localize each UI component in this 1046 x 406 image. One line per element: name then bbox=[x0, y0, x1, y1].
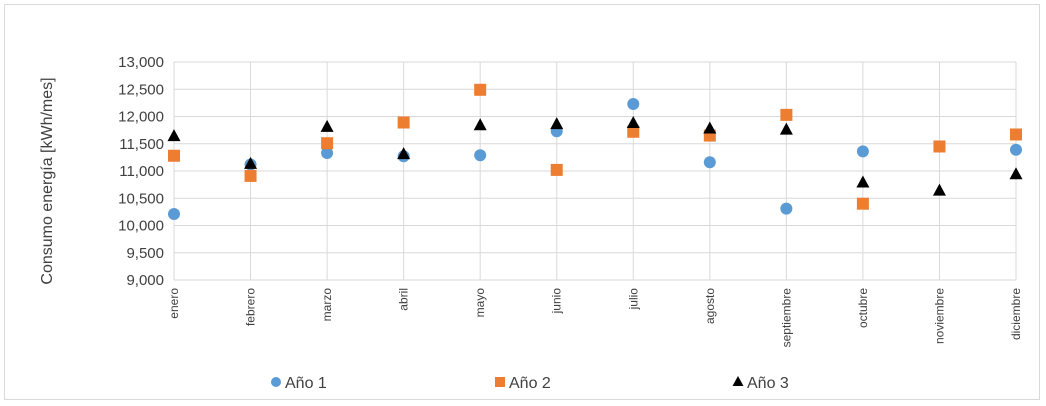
legend-square-marker bbox=[495, 377, 505, 387]
y-tick-label: 10,500 bbox=[118, 190, 164, 207]
y-tick-label: 11,500 bbox=[119, 136, 164, 153]
x-category-label: octubre bbox=[856, 288, 870, 328]
y-tick-label: 9,500 bbox=[126, 245, 164, 262]
x-category-label: noviembre bbox=[932, 288, 946, 344]
y-tick-label: 9,000 bbox=[126, 272, 164, 289]
series-2 bbox=[168, 83, 1022, 210]
x-category-label: abril bbox=[397, 288, 411, 311]
data-point-series-3 bbox=[397, 147, 411, 160]
data-point-series-1 bbox=[474, 149, 487, 162]
y-tick-label: 12,500 bbox=[118, 81, 164, 98]
data-point-series-2 bbox=[397, 116, 410, 129]
y-tick-label: 13,000 bbox=[118, 54, 164, 71]
data-point-series-3 bbox=[626, 116, 640, 129]
legend-triangle-marker bbox=[732, 376, 744, 386]
data-point-series-2 bbox=[1010, 128, 1022, 141]
data-point-series-3 bbox=[320, 119, 334, 132]
data-point-series-3 bbox=[244, 156, 258, 169]
y-tick-label: 10,000 bbox=[118, 218, 164, 235]
data-point-series-1 bbox=[780, 202, 793, 215]
y-tick-label: 11,000 bbox=[119, 163, 164, 180]
data-point-series-1 bbox=[703, 156, 716, 169]
x-category-label: mayo bbox=[473, 288, 487, 318]
legend: Año 1 Año 2 Año 3 bbox=[271, 375, 789, 392]
legend-label: Año 1 bbox=[285, 375, 327, 392]
data-point-series-1 bbox=[1010, 143, 1022, 156]
y-axis-ticks: 9,000 9,500 10,000 10,500 11,000 11,500 12,000… bbox=[118, 54, 164, 289]
data-point-series-1 bbox=[168, 208, 180, 221]
legend-entry-3: Año 3 bbox=[732, 375, 789, 392]
x-category-label: agosto bbox=[703, 288, 717, 324]
y-tick-label: 12,000 bbox=[118, 109, 164, 126]
data-point-series-2 bbox=[550, 163, 563, 176]
data-point-series-1 bbox=[321, 147, 334, 160]
legend-label: Año 3 bbox=[747, 375, 789, 392]
data-point-series-3 bbox=[167, 129, 181, 142]
data-point-series-3 bbox=[1009, 167, 1023, 180]
data-point-series-2 bbox=[780, 108, 793, 121]
series-points bbox=[167, 83, 1023, 221]
data-point-series-3 bbox=[779, 122, 793, 135]
legend-entry-1: Año 1 bbox=[271, 375, 327, 392]
data-point-series-2 bbox=[244, 169, 257, 182]
data-point-series-1 bbox=[856, 145, 869, 158]
gridlines bbox=[173, 61, 1017, 281]
data-point-series-2 bbox=[321, 137, 334, 150]
x-category-label: febrero bbox=[244, 288, 258, 326]
data-point-series-2 bbox=[474, 83, 487, 96]
x-category-label: julio bbox=[626, 288, 640, 311]
y-axis-title: Consumo energía [kWh/mes] bbox=[39, 77, 56, 284]
data-point-series-3 bbox=[703, 121, 717, 134]
x-category-label: marzo bbox=[320, 288, 334, 322]
data-point-series-2 bbox=[627, 125, 640, 138]
data-point-series-2 bbox=[856, 197, 869, 210]
x-category-label: diciembre bbox=[1009, 288, 1023, 340]
data-point-series-2 bbox=[168, 149, 180, 162]
data-point-series-3 bbox=[550, 117, 564, 130]
series-3 bbox=[167, 116, 1023, 196]
data-point-series-3 bbox=[473, 118, 487, 131]
data-point-series-3 bbox=[932, 183, 946, 196]
legend-entry-2: Año 2 bbox=[495, 375, 551, 392]
x-category-label: septiembre bbox=[779, 288, 793, 348]
x-axis-categories: enero febrero marzo abril mayo junio julio agos… bbox=[167, 288, 1023, 348]
data-point-series-2 bbox=[933, 140, 946, 153]
legend-label: Año 2 bbox=[509, 375, 551, 392]
data-point-series-3 bbox=[856, 175, 870, 188]
x-category-label: enero bbox=[167, 288, 181, 319]
data-point-series-1 bbox=[627, 97, 640, 110]
x-category-label: junio bbox=[550, 288, 564, 315]
legend-circle-marker bbox=[271, 377, 281, 387]
